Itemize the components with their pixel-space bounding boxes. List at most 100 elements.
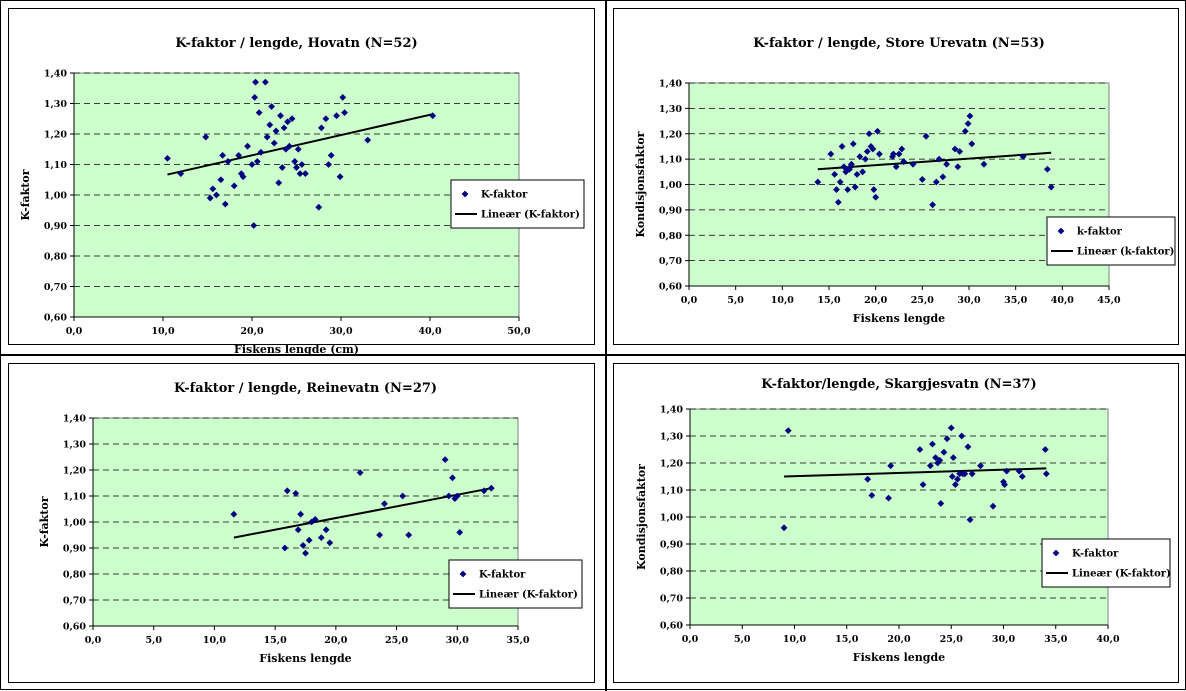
- data-point: [453, 492, 461, 500]
- data-point: [833, 186, 840, 193]
- y-tick-label: 0,80: [660, 567, 684, 578]
- chart-store-urevatn: 0,60 0,70 0,80 0,90 1,00 1,10 1,20 1,30 1,40 0,0 5…: [613, 8, 1179, 345]
- x-tick-label: 45,0: [1097, 295, 1121, 306]
- legend: K-faktor Lineær (K-faktor): [448, 559, 583, 609]
- legend-label-trendline: Lineær (K-faktor): [479, 590, 578, 601]
- data-point: [909, 160, 917, 168]
- data-point: [266, 121, 274, 129]
- x-tick-label: 10,0: [203, 635, 227, 646]
- data-point: [302, 549, 309, 557]
- chart-svg: 0,60 0,70 0,80 0,90 1,00 1,10 1,20 1,30 1,40 0,0 5…: [634, 36, 1176, 325]
- legend-marker: [1052, 549, 1060, 557]
- y-axis-label: K-faktor: [38, 496, 51, 547]
- data-point: [341, 109, 348, 117]
- data-point: [916, 446, 924, 453]
- y-tick-label: 1,10: [63, 492, 87, 503]
- data-point: [865, 130, 873, 138]
- y-tick-label: 1,00: [44, 191, 68, 202]
- data-point: [283, 487, 291, 495]
- data-point: [980, 160, 988, 168]
- x-tick-label: 25,0: [911, 295, 935, 306]
- data-point: [870, 186, 878, 193]
- data-point: [1003, 467, 1011, 475]
- data-point: [248, 161, 256, 168]
- x-tick-label: 0,0: [85, 635, 102, 646]
- data-point: [376, 531, 383, 539]
- data-point: [964, 443, 972, 451]
- chart-reinevatn: 0,60 0,70 0,80 0,90 1,00 1,10 1,20 1,30 1,40 0,0 5…: [8, 363, 595, 683]
- x-tick-label: 5,0: [734, 634, 751, 645]
- chart-title: K-faktor/lengde, Skargjesvatn (N=37): [761, 377, 1036, 392]
- y-tick-label: 0,80: [63, 570, 87, 581]
- grid-divider-horizontal: [1, 354, 1186, 356]
- y-tick-label: 1,40: [660, 405, 684, 416]
- data-point: [892, 163, 900, 171]
- data-point: [299, 542, 307, 549]
- data-point: [322, 115, 330, 123]
- data-point: [936, 456, 944, 464]
- x-tick-label: 35,0: [506, 635, 530, 646]
- data-point: [968, 140, 976, 148]
- x-tick-label: 5,0: [727, 295, 744, 306]
- data-point: [964, 120, 972, 127]
- x-tick-label: 20,0: [864, 295, 888, 306]
- y-tick-label: 1,30: [659, 104, 683, 115]
- data-point: [885, 494, 892, 502]
- data-point: [853, 170, 861, 178]
- x-tick-label: 5,0: [145, 635, 162, 646]
- data-point: [297, 510, 305, 518]
- legend: K-faktor Lineær (K-faktor): [450, 179, 585, 229]
- data-point: [780, 524, 788, 532]
- legend-label-series: k-faktor: [1077, 227, 1123, 238]
- data-point: [859, 168, 866, 176]
- data-point: [948, 473, 956, 480]
- x-tick-label: 20,0: [887, 634, 911, 645]
- x-tick-label: 20,0: [324, 635, 348, 646]
- data-point: [318, 124, 325, 132]
- x-tick-label: 40,0: [1051, 295, 1075, 306]
- y-tick-label: 1,00: [659, 180, 683, 191]
- data-point: [282, 145, 290, 153]
- legend-marker: [461, 190, 469, 198]
- legend-marker: [459, 570, 467, 578]
- y-tick-label: 1,20: [659, 129, 683, 140]
- legend-box: [1046, 216, 1176, 266]
- data-point: [219, 151, 227, 159]
- data-point: [844, 186, 852, 193]
- data-point: [252, 78, 259, 86]
- x-tick-label: 15,0: [264, 635, 288, 646]
- data-point: [836, 178, 844, 186]
- data-point: [898, 145, 906, 153]
- data-point: [294, 145, 302, 153]
- data-point: [284, 118, 291, 126]
- data-point: [270, 139, 278, 147]
- data-point: [926, 462, 934, 470]
- data-point: [1015, 467, 1023, 475]
- data-point: [814, 178, 822, 186]
- data-point: [305, 536, 313, 544]
- data-point: [298, 161, 306, 168]
- data-point: [325, 161, 332, 168]
- data-point: [257, 148, 265, 156]
- y-axis-label: Kondisjonsfaktor: [634, 131, 647, 237]
- data-point: [261, 78, 269, 86]
- legend: k-faktor Lineær (k-faktor): [1046, 216, 1176, 266]
- grid-divider-vertical: [605, 1, 607, 691]
- legend-label-series: K-faktor: [481, 190, 528, 201]
- x-tick-label: 25,0: [385, 635, 409, 646]
- data-point: [784, 427, 792, 434]
- data-point: [339, 94, 347, 101]
- x-axis-label: Fiskens lengde: [259, 652, 351, 665]
- x-tick-label: 35,0: [1044, 634, 1068, 645]
- data-point: [333, 112, 340, 120]
- data-point: [895, 150, 903, 158]
- y-tick-label: 0,90: [659, 205, 683, 216]
- chart-svg: 0,60 0,70 0,80 0,90 1,00 1,10 1,20 1,30 1,40 0,0 1…: [19, 36, 585, 356]
- data-point: [224, 158, 232, 165]
- legend-label-trendline: Lineær (K-faktor): [481, 210, 580, 221]
- data-point: [954, 163, 962, 171]
- y-tick-label: 0,70: [660, 594, 684, 605]
- chart-title: K-faktor / lengde, Store Urevatn (N=53): [753, 36, 1045, 51]
- data-point: [929, 201, 936, 209]
- trendline: [167, 113, 433, 176]
